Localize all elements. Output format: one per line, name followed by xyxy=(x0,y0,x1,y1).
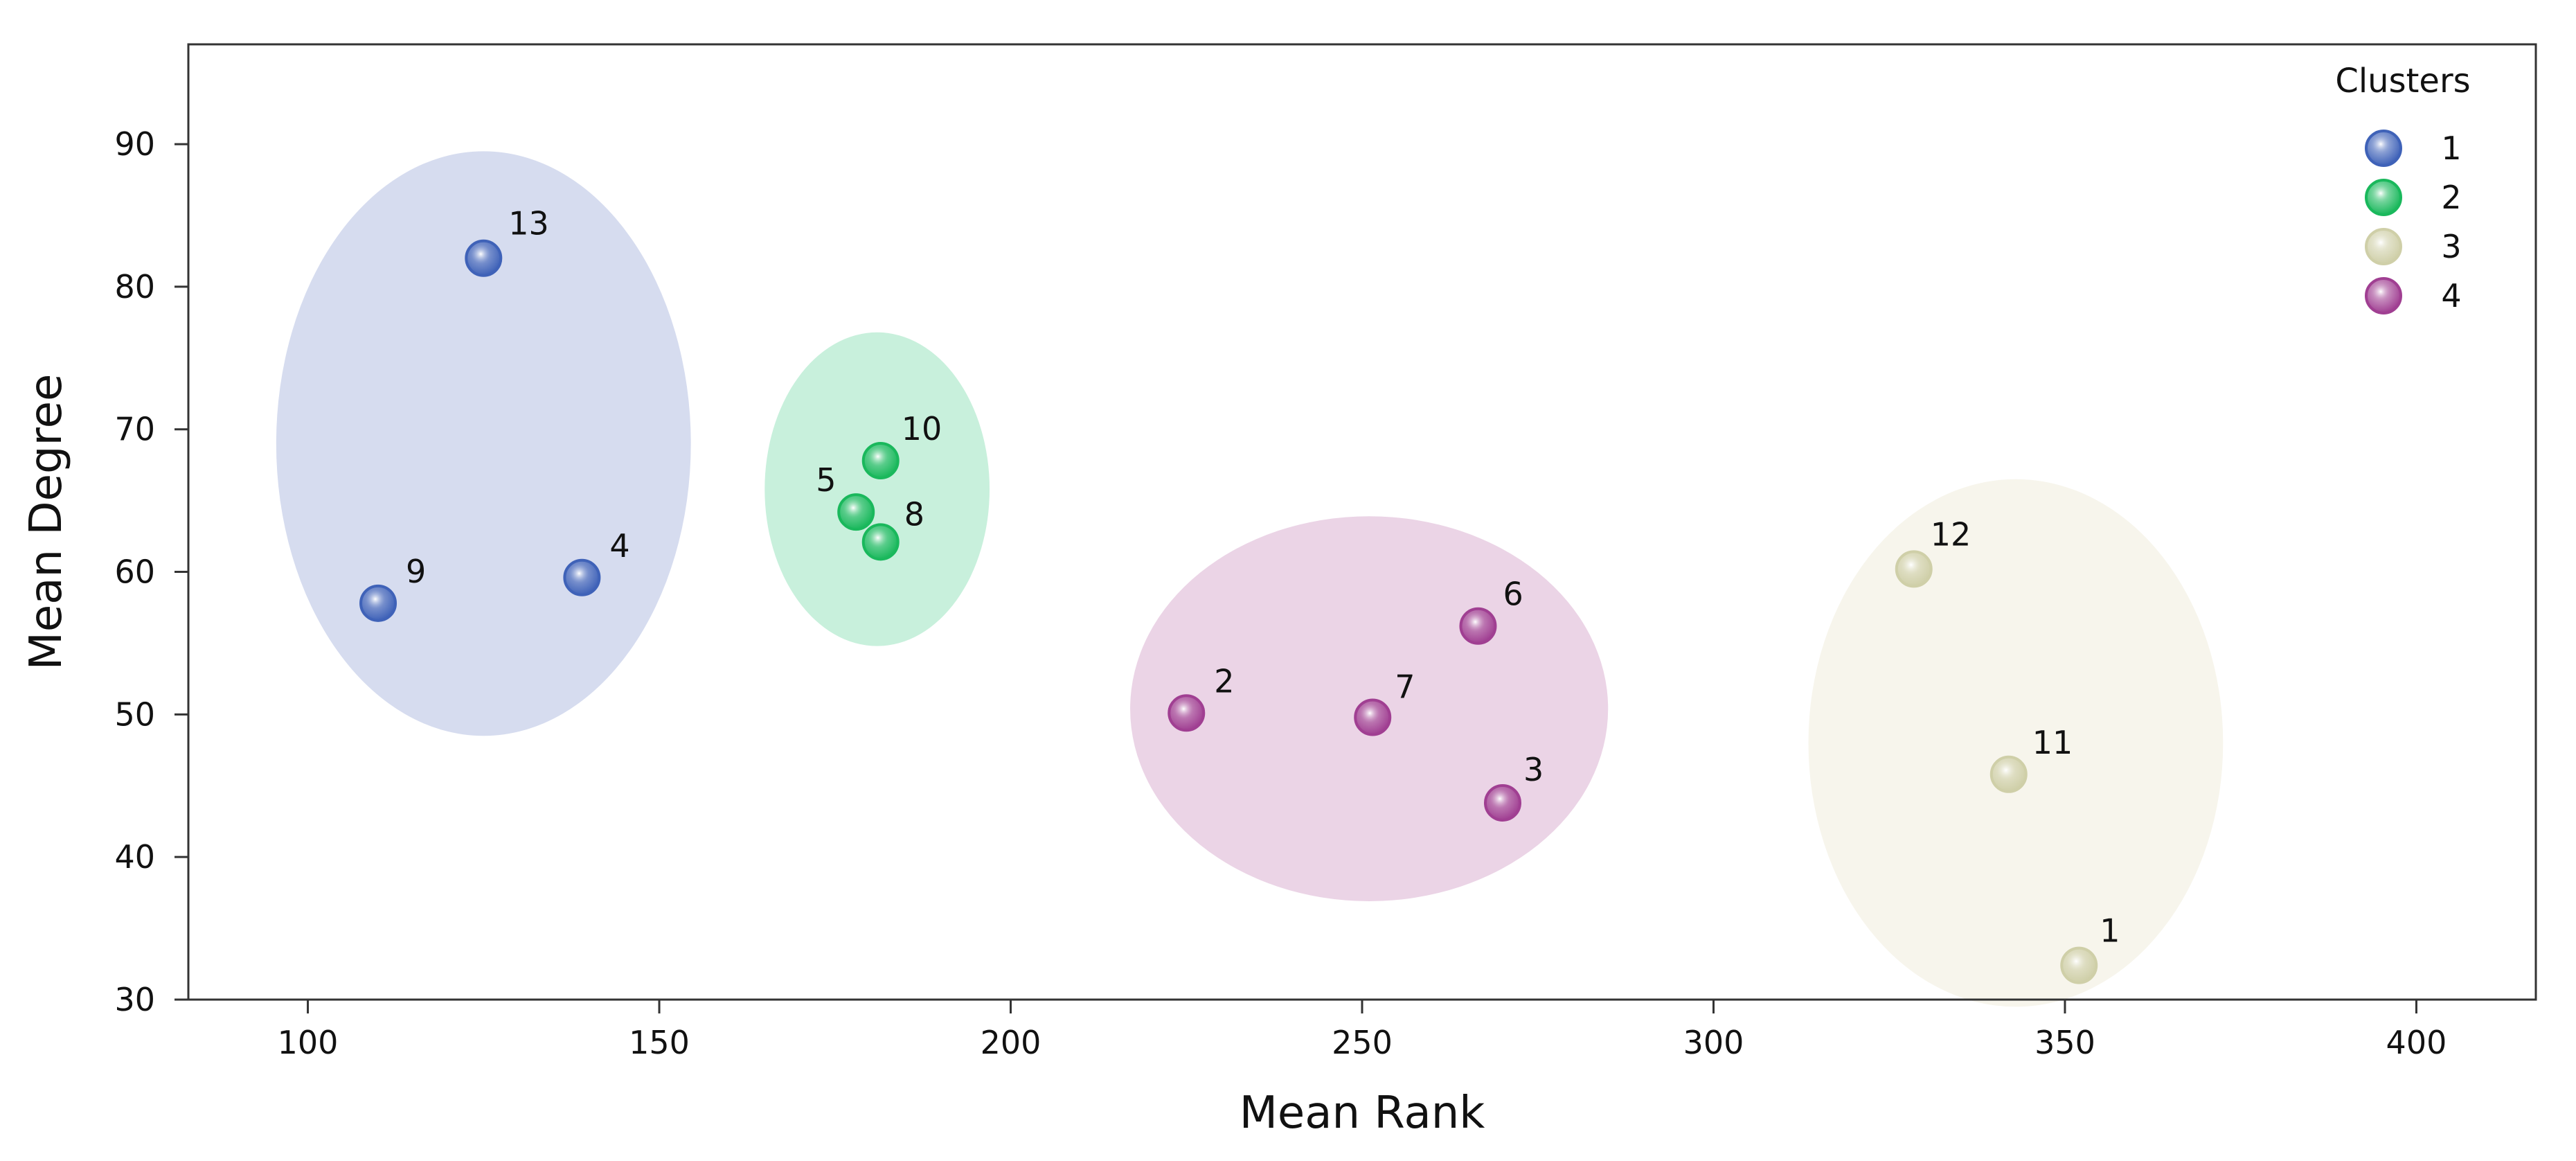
point-label: 11 xyxy=(2032,724,2073,761)
point-label: 1 xyxy=(2100,912,2120,950)
axes: 100 150 200 250 300 350 400 30 40 50 60 70 80 90 xyxy=(114,125,2447,1061)
y-tick-label: 90 xyxy=(114,125,155,163)
cluster-3-point-1 xyxy=(2060,946,2098,984)
legend-marker-4 xyxy=(2365,277,2402,314)
legend-title: Clusters xyxy=(2335,62,2470,100)
cluster-4-point-7 xyxy=(1354,698,1392,736)
point-label: 12 xyxy=(1931,515,1971,553)
legend: Clusters 1 2 3 4 xyxy=(2335,62,2471,314)
legend-label: 4 xyxy=(2441,277,2461,314)
point-label: 3 xyxy=(1523,751,1544,788)
y-tick-label: 70 xyxy=(114,411,155,448)
point-label: 5 xyxy=(816,461,836,499)
cluster-4-point-2 xyxy=(1168,694,1206,732)
y-tick-label: 60 xyxy=(114,553,155,591)
x-tick-label: 100 xyxy=(278,1024,339,1061)
point-label: 10 xyxy=(902,410,942,447)
cluster-1-ellipse xyxy=(276,151,691,736)
point-label: 7 xyxy=(1395,668,1415,705)
cluster-2-point-5 xyxy=(837,493,875,531)
y-tick-label: 30 xyxy=(114,981,155,1018)
cluster-2-point-8 xyxy=(861,523,900,561)
legend-marker-3 xyxy=(2365,228,2402,265)
legend-marker-2 xyxy=(2365,179,2402,216)
y-tick-label: 50 xyxy=(114,695,155,733)
cluster-3-point-12 xyxy=(1895,550,1933,588)
y-axis-title: Mean Degree xyxy=(21,374,72,671)
legend-label: 3 xyxy=(2441,228,2461,265)
point-label: 4 xyxy=(609,527,629,565)
cluster-1-point-9 xyxy=(359,584,397,622)
cluster-4-point-3 xyxy=(1483,783,1521,822)
x-tick-label: 350 xyxy=(2034,1024,2095,1061)
point-label: 6 xyxy=(1503,576,1523,613)
cluster-1-point-4 xyxy=(563,558,601,596)
x-axis-title: Mean Rank xyxy=(1240,1088,1485,1139)
x-tick-label: 200 xyxy=(981,1024,1041,1061)
cluster-2-point-10 xyxy=(861,441,900,479)
legend-label: 1 xyxy=(2441,130,2461,167)
point-label: 13 xyxy=(508,205,549,242)
point-label: 2 xyxy=(1214,662,1234,700)
x-tick-label: 150 xyxy=(629,1024,690,1061)
y-tick-label: 40 xyxy=(114,838,155,876)
legend-label: 2 xyxy=(2441,179,2461,216)
x-tick-label: 400 xyxy=(2386,1024,2447,1061)
cluster-1-point-13 xyxy=(465,239,503,277)
cluster-4-point-6 xyxy=(1459,607,1497,645)
y-tick-label: 80 xyxy=(114,268,155,305)
legend-marker-1 xyxy=(2365,130,2402,167)
point-label: 8 xyxy=(904,495,924,533)
x-tick-label: 250 xyxy=(1332,1024,1393,1061)
x-tick-label: 300 xyxy=(1683,1024,1744,1061)
point-label: 9 xyxy=(406,553,426,590)
cluster-3-point-11 xyxy=(1989,755,2028,793)
cluster-3-ellipse xyxy=(1808,479,2224,1007)
cluster-2-ellipse xyxy=(764,332,990,646)
